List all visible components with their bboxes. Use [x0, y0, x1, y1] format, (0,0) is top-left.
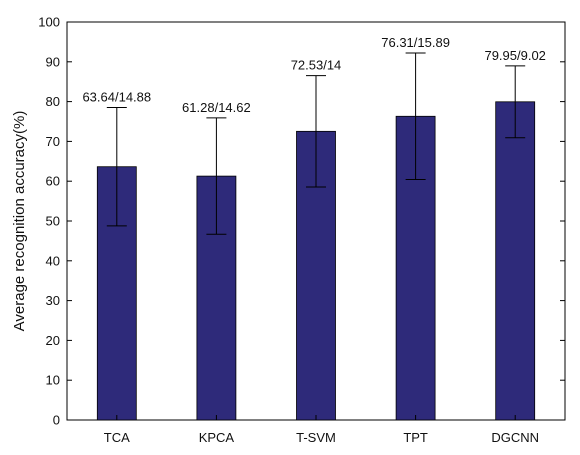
y-axis-title: Average recognition accuracy(%) — [11, 111, 28, 332]
data-labels-layer: 63.64/14.88 61.28/14.62 72.53/14 76.31/15.8… — [82, 35, 545, 115]
bar-dgcnn — [495, 101, 536, 421]
data-label: 79.95/9.02 — [484, 48, 545, 63]
x-tick-label: TCA — [104, 430, 130, 445]
x-tick-label: DGCNN — [491, 430, 539, 445]
y-tick-label: 60 — [46, 174, 60, 189]
y-tick-label: 100 — [38, 15, 60, 30]
y-axis-ticks: 0 10 20 30 40 50 60 70 80 90 100 — [38, 15, 565, 428]
y-tick-label: 70 — [46, 134, 60, 149]
y-tick-label: 40 — [46, 253, 60, 268]
x-tick-label: KPCA — [199, 430, 235, 445]
data-label: 61.28/14.62 — [182, 100, 251, 115]
error-bars-layer — [106, 52, 526, 235]
y-tick-label: 80 — [46, 94, 60, 109]
x-axis-ticks: TCA KPCA T-SVM TPT DGCNN — [104, 415, 539, 445]
y-tick-label: 0 — [53, 413, 60, 428]
y-tick-label: 90 — [46, 54, 60, 69]
y-tick-label: 50 — [46, 214, 60, 229]
data-label: 63.64/14.88 — [82, 89, 151, 104]
y-tick-label: 30 — [46, 293, 60, 308]
y-tick-label: 10 — [46, 373, 60, 388]
y-tick-label: 20 — [46, 333, 60, 348]
data-label: 72.53/14 — [291, 58, 342, 73]
x-tick-label: T-SVM — [296, 430, 336, 445]
data-label: 76.31/15.89 — [381, 35, 450, 50]
x-tick-label: TPT — [403, 430, 428, 445]
